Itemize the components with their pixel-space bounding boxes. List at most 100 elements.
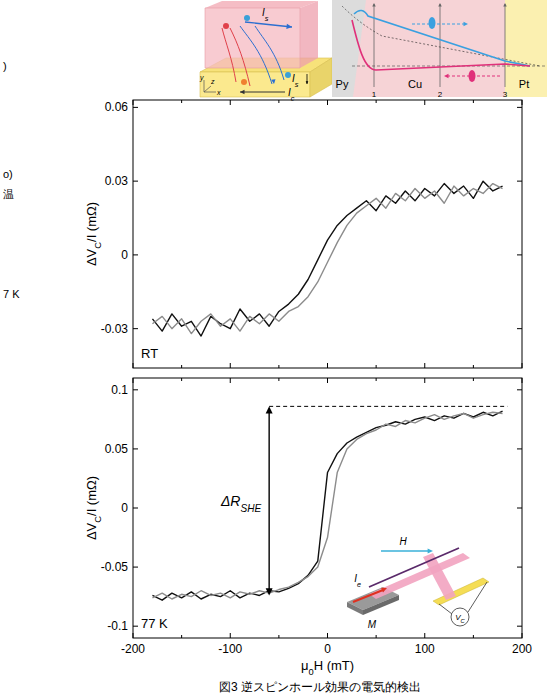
x-tick (424, 100, 425, 368)
device-inset: HIeMVC (347, 536, 489, 630)
field-arrow (381, 550, 429, 552)
axis-letter: z (210, 78, 215, 85)
y-tick (133, 328, 522, 329)
cu-wire (369, 553, 470, 599)
x-minor-tick (278, 378, 279, 638)
arrow-head (306, 81, 309, 84)
y-tick-label: 0.06 (105, 100, 129, 114)
x-minor-tick (473, 100, 474, 368)
y-tick-label: 0.05 (105, 442, 129, 456)
margin-fragment: 温 (3, 188, 14, 200)
y-tick-label: 0.03 (105, 174, 129, 188)
margin-fragment: o) (3, 168, 13, 180)
x-minor-tick (376, 100, 377, 368)
delta-label: ΔRSHE (220, 493, 262, 513)
panel-label: 77 K (141, 616, 168, 631)
py-front (363, 595, 399, 615)
chart-panel: -0.1-0.0500.050.1-200-1000100200ΔVC/I (m… (84, 378, 533, 677)
y-tick-label: 0.1 (111, 383, 128, 397)
data-line (152, 181, 502, 336)
spin-down-flow (446, 76, 500, 77)
spin-profile: PyCuPt123 (332, 0, 547, 99)
spin-path (255, 26, 284, 80)
arrow-head (438, 3, 441, 7)
reference-line (269, 406, 507, 407)
axis-letter: x (216, 89, 221, 96)
plot-frame (133, 100, 522, 368)
spin-schematic: IsIsIcxyz (199, 1, 332, 103)
spin-path (240, 26, 272, 84)
region-label: Cu (408, 78, 422, 90)
cu-side (300, 1, 318, 68)
y-tick (133, 254, 522, 255)
text-part: μ (301, 658, 309, 673)
y-tick (133, 107, 522, 108)
text-part: /I (mΩ) (84, 202, 99, 242)
x-minor-tick (181, 100, 182, 368)
margin-fragment: 7 K (3, 288, 20, 300)
spin-down-curve (352, 20, 530, 70)
panel-label: RT (141, 346, 158, 361)
caption: 図3 逆スピンホール効果の電気的検出 (219, 680, 421, 694)
spin-dot (244, 15, 250, 21)
y-tick-label: 0 (121, 248, 128, 262)
label-is: Is (262, 7, 269, 23)
x-tick (133, 378, 134, 638)
position-arrow (505, 4, 506, 87)
y-tick (133, 181, 522, 182)
pt-side (310, 58, 332, 97)
figure: )o)温7 KIsIsIcxyzPyCuPt123-0.0300.030.06Δ… (0, 0, 551, 700)
y-tick (133, 448, 522, 449)
spin-down-arrow (307, 74, 308, 84)
y-axis-title: ΔVC/I (mΩ) (84, 202, 103, 266)
spin-path (230, 28, 250, 86)
y-tick-label: -0.1 (107, 619, 128, 633)
position-arrow (440, 4, 441, 87)
current-label: Ie (354, 573, 361, 589)
cu-cross (423, 553, 456, 600)
y-tick-label: -0.05 (101, 560, 129, 574)
arrow-head (428, 548, 433, 553)
x-tick-label: 100 (415, 642, 435, 656)
y-tick (133, 567, 522, 568)
arrow-head (240, 90, 245, 94)
py-region (332, 0, 366, 97)
cu-region (352, 0, 505, 97)
margin-fragment: ) (3, 60, 7, 72)
arrow-head (286, 24, 292, 29)
x-tick (327, 100, 328, 368)
x-tick (230, 100, 231, 368)
position-label: 2 (438, 90, 443, 99)
arrow-head (266, 406, 273, 413)
spin-up-flow (412, 24, 466, 25)
delta-arrow (268, 412, 269, 589)
text-part: ΔV (84, 248, 99, 266)
arrow-head (381, 588, 387, 593)
field-label: H (399, 536, 407, 547)
x-tick-label: -200 (121, 642, 145, 656)
series-group (152, 181, 502, 336)
y-tick (133, 508, 522, 509)
label-is-lower: Is (292, 73, 299, 89)
x-tick (522, 100, 523, 368)
region-label: Pt (519, 78, 529, 90)
position-label: 3 (503, 90, 508, 99)
plot-frame (133, 378, 522, 638)
position-label: 1 (372, 90, 377, 99)
charge-current-arrow (240, 92, 285, 93)
subscript: C (461, 618, 466, 624)
position-arrow (374, 4, 375, 87)
x-tick-label: 200 (512, 642, 532, 656)
data-line (152, 412, 502, 599)
x-tick (327, 378, 328, 638)
text-part: ΔR (220, 493, 241, 509)
x-minor-tick (181, 378, 182, 638)
x-tick (424, 378, 425, 638)
x-tick (522, 378, 523, 638)
arrow-head (372, 3, 375, 7)
equilibrium-curve (342, 6, 540, 66)
subscript: SHE (240, 502, 261, 513)
x-tick (133, 100, 134, 368)
x-tick-label: -100 (218, 642, 242, 656)
py-side (347, 602, 363, 615)
